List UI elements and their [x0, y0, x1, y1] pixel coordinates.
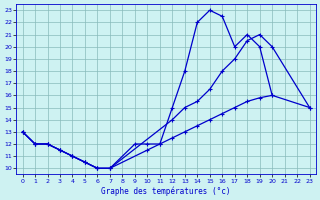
X-axis label: Graphe des températures (°c): Graphe des températures (°c) [101, 186, 231, 196]
